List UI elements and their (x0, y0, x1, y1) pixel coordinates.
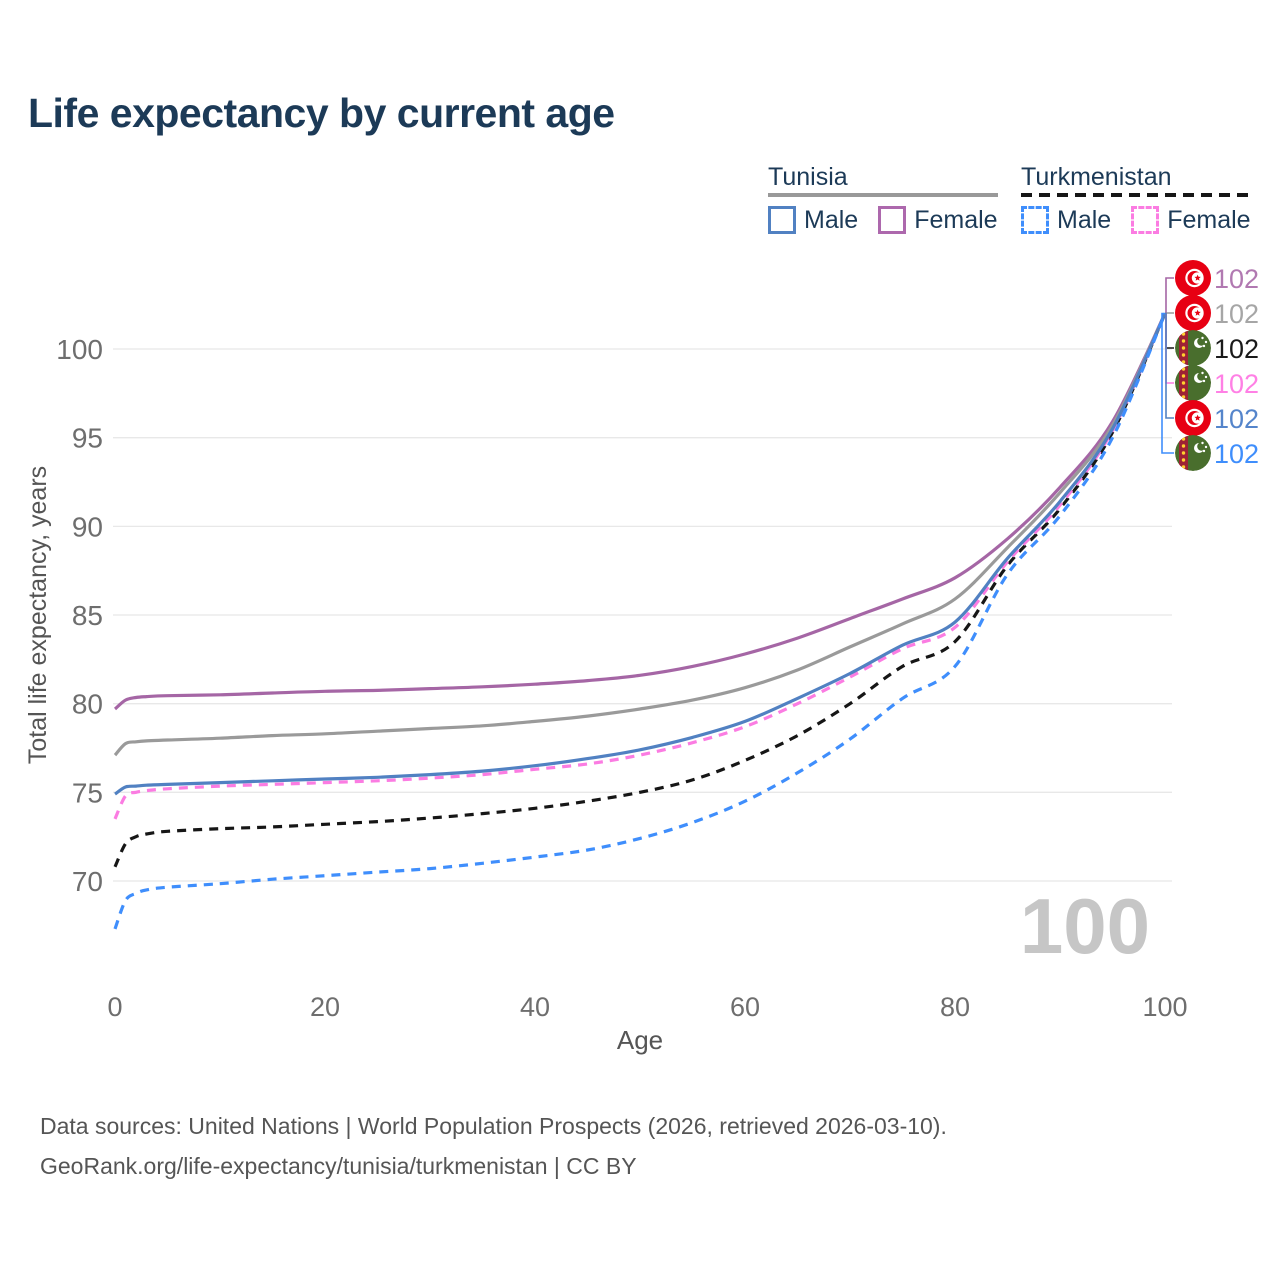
legend-group-turkmenistan: Turkmenistan Male Female (1021, 163, 1251, 234)
flag-icon-tunisia (1175, 260, 1211, 296)
tunisia-line-style-swatch (768, 193, 998, 197)
legend-label-turkmenistan-female: Female (1167, 206, 1251, 234)
attribution-footer: Data sources: United Nations | World Pop… (40, 1106, 1190, 1186)
series-line-tunisia-female (113, 312, 1167, 711)
legend: Tunisia Male Female Turkmenistan Male (0, 163, 1280, 243)
y-tick-label: 80 (72, 689, 103, 720)
end-value-label-turkmenistan-male: 102 (1214, 439, 1259, 469)
end-value-label-turkmenistan-female: 102 (1214, 369, 1259, 399)
legend-item-tunisia-male[interactable]: Male (768, 206, 858, 234)
legend-label-tunisia-female: Female (914, 206, 998, 234)
x-tick-label: 40 (520, 992, 550, 1022)
page-title: Life expectancy by current age (28, 90, 615, 136)
series-line-turkmenistan (113, 312, 1167, 868)
x-tick-label: 100 (1142, 992, 1187, 1022)
x-tick-label: 20 (310, 992, 340, 1022)
flag-icon-tunisia (1175, 295, 1211, 331)
legend-country-turkmenistan[interactable]: Turkmenistan (1021, 163, 1172, 191)
turkmenistan-female-swatch (1131, 206, 1160, 234)
y-tick-label: 90 (72, 511, 103, 542)
x-tick-label: 60 (730, 992, 760, 1022)
end-label-leader-turkmenistan-male (1161, 312, 1174, 454)
end-value-label-tunisia-male: 102 (1214, 404, 1259, 434)
y-tick-label: 95 (72, 423, 103, 454)
series-line-tunisia (113, 312, 1167, 757)
data-sources-line: Data sources: United Nations | World Pop… (40, 1113, 947, 1139)
series-line-turkmenistan-male (113, 312, 1167, 930)
legend-item-tunisia-female[interactable]: Female (878, 206, 998, 234)
y-tick-label: 100 (56, 334, 103, 365)
x-axis-title: Age (617, 1025, 663, 1055)
age-counter-watermark: 100 (1020, 882, 1150, 970)
flag-icon-tunisia (1175, 400, 1211, 436)
end-value-label-tunisia: 102 (1214, 299, 1259, 329)
legend-label-tunisia-male: Male (804, 206, 859, 234)
legend-item-turkmenistan-male[interactable]: Male (1021, 206, 1111, 234)
legend-label-turkmenistan-male: Male (1057, 206, 1112, 234)
y-tick-label: 85 (72, 600, 103, 631)
end-label-leader-tunisia-male (1165, 312, 1174, 419)
tunisia-female-swatch (878, 206, 907, 234)
x-tick-label: 0 (107, 992, 122, 1022)
legend-country-tunisia[interactable]: Tunisia (768, 163, 848, 191)
tunisia-male-swatch (768, 206, 796, 234)
legend-group-tunisia: Tunisia Male Female (768, 163, 998, 234)
y-axis-title: Total life expectancy, years (24, 466, 52, 764)
flag-icon-turkmenistan (1175, 330, 1211, 366)
flag-icon-turkmenistan (1175, 435, 1211, 471)
turkmenistan-line-style-swatch (1021, 193, 1251, 197)
series-line-turkmenistan-female (113, 312, 1167, 820)
turkmenistan-male-swatch (1021, 206, 1049, 234)
legend-item-turkmenistan-female[interactable]: Female (1131, 206, 1251, 234)
y-tick-label: 75 (72, 777, 103, 808)
series-line-tunisia-male (114, 312, 1167, 796)
life-expectancy-chart: 70 75 80 85 90 95 100 0 20 40 60 80 100 Age Total life… (24, 260, 1259, 1055)
end-label-leader-tunisia-female (1165, 277, 1174, 315)
y-tick-label: 70 (72, 866, 103, 897)
flag-icon-turkmenistan (1175, 365, 1211, 401)
end-value-label-tunisia-female: 102 (1214, 264, 1259, 294)
source-url-line: GeoRank.org/life-expectancy/tunisia/turk… (40, 1153, 637, 1179)
end-value-label-turkmenistan: 102 (1214, 334, 1259, 364)
x-tick-label: 80 (940, 992, 970, 1022)
